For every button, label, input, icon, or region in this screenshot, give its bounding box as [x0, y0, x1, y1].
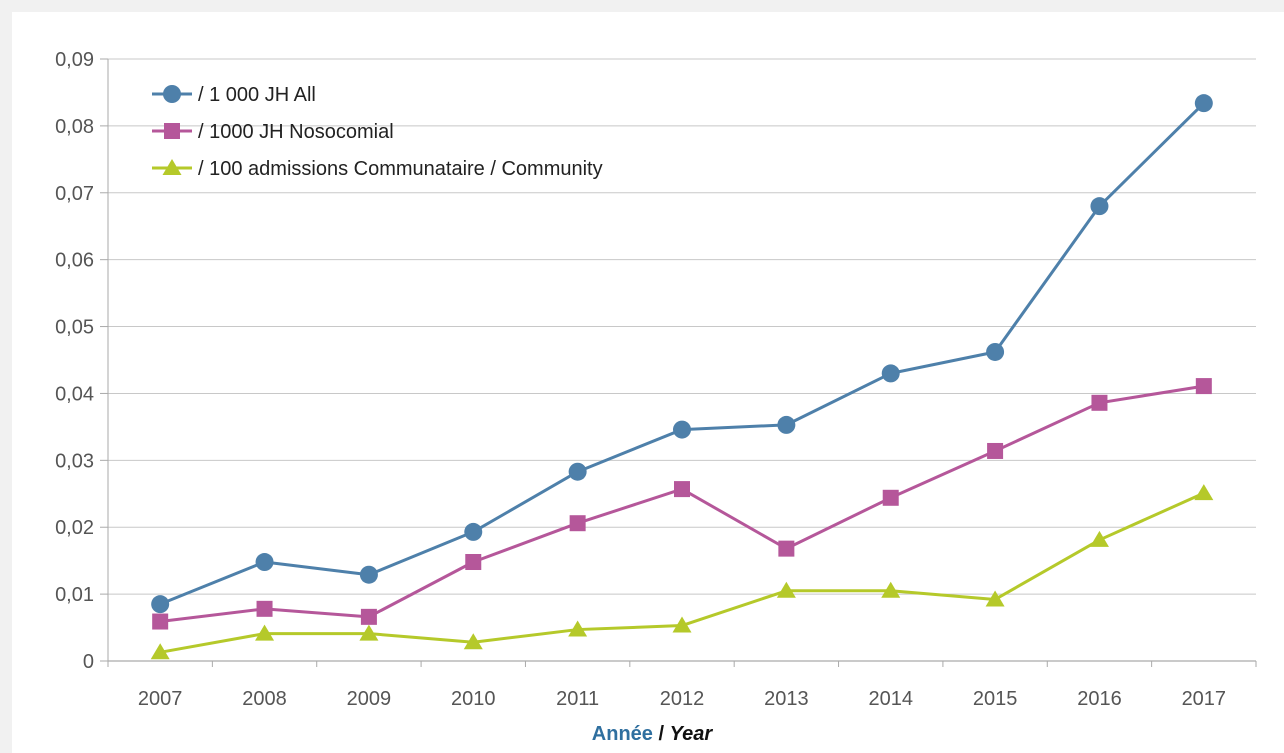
data-point	[255, 553, 274, 572]
data-point	[778, 540, 795, 557]
data-point	[568, 462, 587, 481]
y-tick-label: 0,03	[55, 450, 94, 472]
data-point	[1091, 394, 1108, 411]
y-tick-label: 0,07	[55, 183, 94, 205]
x-tick-label: 2015	[973, 688, 1018, 710]
data-point	[359, 624, 379, 641]
data-point	[255, 624, 275, 641]
x-tick-label: 2014	[868, 688, 913, 710]
y-tick-label: 0,04	[55, 383, 94, 405]
data-point	[152, 613, 169, 630]
y-tick-label: 0,06	[55, 250, 94, 272]
data-point	[777, 415, 796, 434]
data-point	[465, 554, 482, 571]
x-tick-label: 2007	[138, 688, 183, 710]
x-tick-label: 2010	[451, 688, 496, 710]
data-point	[1195, 378, 1212, 395]
data-point	[672, 616, 692, 633]
data-point	[881, 581, 901, 598]
gridlines	[108, 58, 1256, 595]
y-tick-label: 0,09	[55, 49, 94, 71]
y-tick-label: 0,05	[55, 317, 94, 339]
line-chart: 0 0,01 0,02 0,03 0,04 0,05 0,06 0,07 0,08 0,09 200…	[55, 49, 1257, 745]
legend-label: / 1000 JH Nosocomial	[198, 121, 394, 143]
data-point	[986, 342, 1005, 361]
data-point	[464, 522, 483, 541]
data-point	[568, 620, 588, 637]
legend-entry: / 1000 JH Nosocomial	[152, 121, 394, 143]
data-point	[673, 420, 691, 439]
series-triangle	[150, 484, 1214, 660]
data-point	[151, 595, 170, 614]
data-point	[985, 590, 1005, 607]
data-point	[881, 364, 900, 383]
series	[150, 94, 1214, 660]
legend-marker	[162, 159, 182, 175]
x-tick-label: 2016	[1077, 688, 1122, 710]
y-tick-label: 0,02	[55, 517, 94, 539]
data-point	[1089, 530, 1109, 547]
legend: / 1 000 JH All / 1000 JH Nosocomial / 100 …	[152, 84, 603, 180]
x-axis-title-en: Year	[670, 723, 714, 745]
data-point	[1090, 197, 1109, 216]
legend-marker	[164, 123, 180, 139]
legend-label: / 1 000 JH All	[198, 84, 316, 106]
x-axis-title: Année / Year	[592, 723, 714, 745]
axes: 0 0,01 0,02 0,03 0,04 0,05 0,06 0,07 0,08 0,09 200…	[55, 49, 1257, 710]
data-point	[569, 515, 586, 532]
legend-entry: / 1 000 JH All	[152, 84, 316, 106]
chart-panel: 0 0,01 0,02 0,03 0,04 0,05 0,06 0,07 0,08 0,09 200…	[12, 12, 1284, 753]
legend-label: / 100 admissions Communataire / Communit…	[198, 158, 603, 180]
x-axis-title-fr: Année	[592, 723, 653, 745]
x-tick-label: 2017	[1182, 688, 1227, 710]
y-tick-label: 0,01	[55, 584, 94, 606]
y-tick-label: 0,08	[55, 116, 94, 138]
x-axis-title-separator: /	[653, 723, 670, 745]
x-tick-label: 2013	[764, 688, 809, 710]
data-point	[463, 633, 483, 650]
data-point	[360, 608, 377, 625]
x-tick-label: 2011	[556, 688, 599, 710]
data-point	[776, 581, 796, 598]
data-point	[1194, 94, 1213, 113]
data-point	[674, 481, 690, 498]
series-circle	[151, 94, 1213, 614]
data-point	[1194, 484, 1214, 501]
data-point	[256, 600, 273, 617]
data-point	[150, 643, 170, 660]
x-tick-label: 2009	[347, 688, 392, 710]
series-square	[152, 378, 1212, 630]
legend-entry: / 100 admissions Communataire / Communit…	[152, 158, 603, 180]
legend-marker	[163, 85, 181, 103]
data-point	[882, 489, 899, 506]
y-tick-label: 0	[83, 651, 94, 673]
data-point	[359, 565, 378, 584]
data-point	[987, 442, 1004, 459]
x-tick-label: 2012	[660, 688, 705, 710]
x-tick-label: 2008	[242, 688, 287, 710]
